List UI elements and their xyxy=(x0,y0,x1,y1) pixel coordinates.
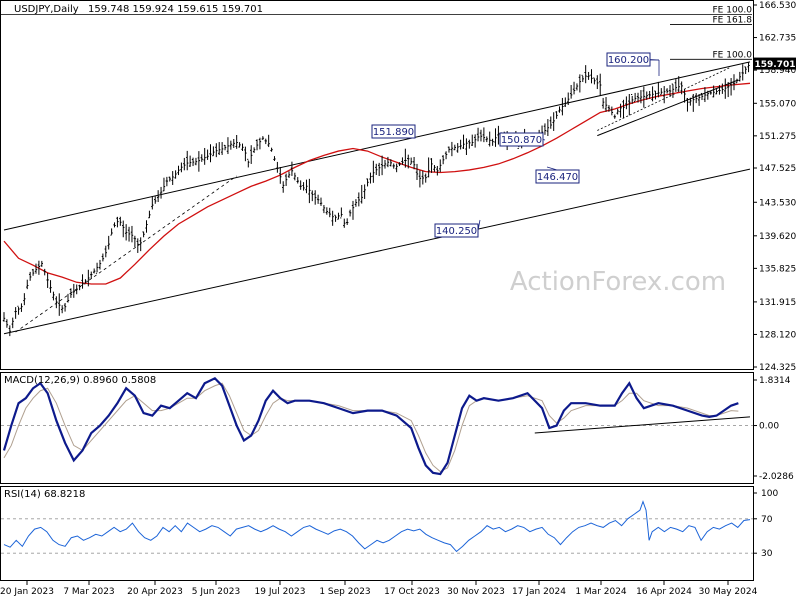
price-y-tick-label: 155.070 xyxy=(759,99,796,109)
last-price-box xyxy=(754,57,796,70)
price-y-axis: 166.530 162.735 158.940 155.070 151.275 147.5… xyxy=(753,1,796,373)
annotation-box xyxy=(606,52,651,67)
annotation-box xyxy=(371,124,416,139)
fib-label: FE 100.0 xyxy=(713,50,753,60)
rsi-y-tick-label: 100 xyxy=(761,489,778,499)
fib-label: FE 161.8 xyxy=(713,16,753,26)
moving-average-line xyxy=(3,82,751,285)
price-y-tick-label: 139.620 xyxy=(759,232,796,242)
macd-header: MACD(12,26,9) 0.8960 0.5808 xyxy=(4,375,156,386)
x-axis: 20 Jan 2023 7 Mar 2023 20 Apr 2023 5 Jun 20… xyxy=(0,581,758,597)
rsi-plot-area xyxy=(1,500,753,554)
last-price-label: 159.701 xyxy=(755,60,796,70)
annotation-label: 160.200 xyxy=(608,55,649,66)
macd-y-axis: 1.8314 0.00 -2.0286 xyxy=(753,376,794,482)
channel-line xyxy=(3,61,751,231)
price-y-tick-label: 131.915 xyxy=(759,298,796,308)
fib-label: FE 100.0 xyxy=(713,5,753,15)
watermark: ActionForex.com xyxy=(510,267,726,297)
price-header-symbol: USDJPY,Daily xyxy=(14,4,79,15)
macd-trendline xyxy=(534,416,751,434)
x-tick-label: 5 Jun 2023 xyxy=(192,587,240,597)
price-y-tick-label: 162.735 xyxy=(759,34,796,44)
price-y-tick-label: 135.825 xyxy=(759,264,796,274)
rsi-panel xyxy=(0,486,754,581)
wedge-line xyxy=(597,66,732,131)
annotation-box xyxy=(499,132,544,147)
price-y-tick-label: 151.275 xyxy=(759,132,796,142)
macd-y-tick-label: -2.0286 xyxy=(759,472,794,482)
channel-line xyxy=(3,168,751,335)
rsi-header: RSI(14) 68.8218 xyxy=(4,489,85,500)
annotation-label: 150.870 xyxy=(501,135,542,146)
x-tick-label: 16 Apr 2024 xyxy=(636,587,692,597)
x-tick-label: 7 Mar 2023 xyxy=(63,587,114,597)
x-tick-label: 20 Jan 2023 xyxy=(0,587,54,597)
x-tick-label: 20 Apr 2023 xyxy=(127,587,183,597)
x-tick-label: 19 Jul 2023 xyxy=(255,587,306,597)
price-y-tick-label: 128.120 xyxy=(759,330,796,340)
price-y-tick-label: 124.325 xyxy=(759,363,796,373)
wedge-line xyxy=(597,79,739,137)
price-y-tick-label: 158.940 xyxy=(759,66,796,76)
rsi-line xyxy=(3,500,751,553)
macd-plot-area xyxy=(1,376,753,476)
x-tick-label: 30 May 2024 xyxy=(699,587,758,597)
macd-line xyxy=(2,376,739,476)
x-tick-label: 1 Sep 2023 xyxy=(319,587,370,597)
price-y-tick-label: 147.525 xyxy=(759,164,796,174)
x-tick-label: 17 Jan 2024 xyxy=(512,587,566,597)
macd-y-tick-label: 0.00 xyxy=(759,422,779,432)
macd-y-tick-label: 1.8314 xyxy=(759,376,791,386)
macd-panel xyxy=(0,372,754,484)
annotation-label: 151.890 xyxy=(373,127,414,138)
annotation-box xyxy=(434,223,479,238)
annotation-label: 140.250 xyxy=(436,226,477,237)
x-tick-label: 17 Oct 2023 xyxy=(384,587,440,597)
annotation-label: 146.470 xyxy=(537,172,578,183)
annotation-box xyxy=(535,169,580,184)
price-plot-area: FE 100.0FE 161.8FE 100.0151.890150.87014… xyxy=(0,5,753,337)
price-header-ohlc: 159.748 159.924 159.615 159.701 xyxy=(88,4,263,15)
rsi-y-axis: 100 70 30 xyxy=(753,489,778,559)
price-y-tick-label: 166.530 xyxy=(759,1,796,11)
price-y-tick-label: 143.530 xyxy=(759,198,796,208)
x-tick-label: 1 Mar 2024 xyxy=(575,587,627,597)
x-tick-label: 30 Nov 2023 xyxy=(447,587,505,597)
rsi-y-tick-label: 30 xyxy=(761,549,773,559)
rsi-y-tick-label: 70 xyxy=(761,515,773,525)
